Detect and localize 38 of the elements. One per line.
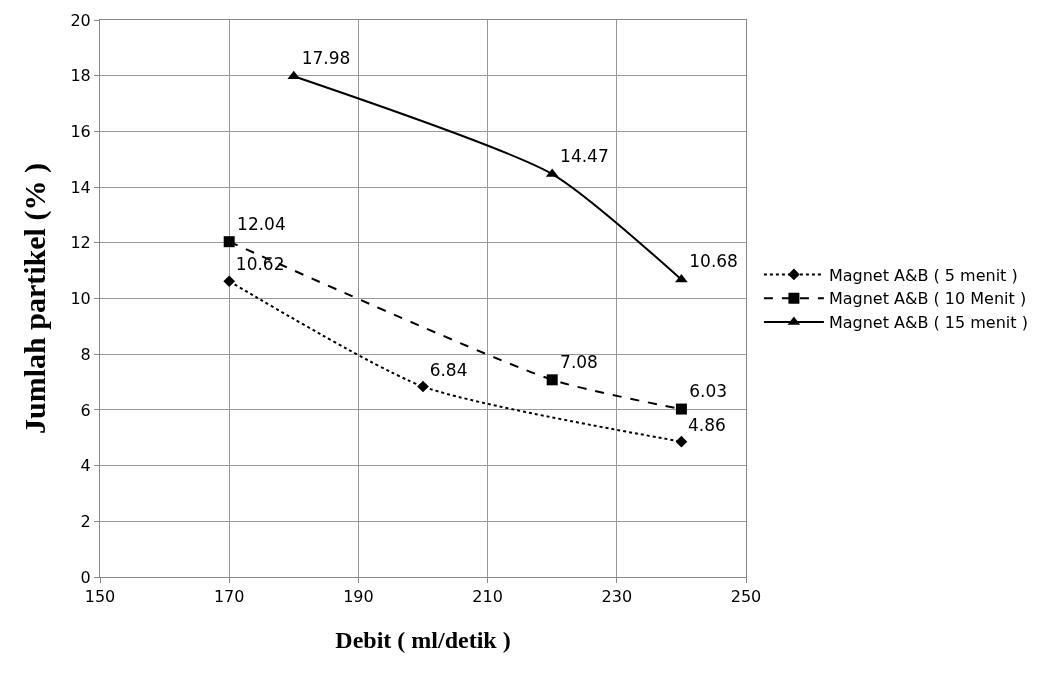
y-tick-label: 2	[80, 511, 91, 531]
point	[417, 380, 429, 393]
point	[287, 70, 301, 80]
data-label: 4.86	[688, 414, 726, 435]
data-label: 6.84	[429, 359, 468, 380]
y-tick-label: 8	[80, 344, 91, 364]
data-label: 7.08	[560, 351, 598, 372]
x-tick-label: 250	[730, 587, 762, 607]
y-tick-label: 18	[70, 66, 91, 86]
y-tick-label: 0	[80, 567, 91, 587]
data-label: 12.04	[237, 213, 286, 234]
y-axis-title: Jumlah partikel (% )	[18, 163, 53, 434]
data-label: 6.03	[689, 380, 728, 401]
legend-label: Magnet A&B ( 15 menit )	[828, 313, 1028, 333]
x-tick-label: 210	[472, 587, 503, 607]
y-tick-label: 16	[70, 122, 91, 141]
point	[546, 374, 558, 386]
x-tick-label: 230	[601, 587, 633, 607]
y-tick-label: 10	[70, 289, 91, 309]
point	[675, 403, 687, 415]
x-axis-title: Debit ( ml/detik )	[335, 626, 511, 653]
y-tick-label: 12	[70, 233, 91, 253]
y-tick-label: 20	[70, 10, 91, 30]
point	[223, 275, 236, 288]
point	[223, 236, 235, 248]
legend-label: Magnet A&B ( 5 menit )	[828, 265, 1018, 285]
data-label: 14.47	[560, 145, 609, 166]
point	[675, 435, 688, 448]
x-tick-label: 150	[84, 587, 116, 607]
y-tick-label: 6	[80, 400, 91, 420]
y-tick-label: 4	[80, 456, 91, 476]
x-tick-label: 170	[213, 587, 245, 607]
data-label: 10.68	[689, 251, 738, 272]
x-tick-label: 190	[343, 587, 374, 607]
data-label: 10.62	[235, 254, 285, 275]
y-tick-label: 14	[70, 177, 91, 197]
legend-label: Magnet A&B ( 10 Menit )	[828, 289, 1027, 309]
data-label: 17.98	[301, 48, 351, 69]
